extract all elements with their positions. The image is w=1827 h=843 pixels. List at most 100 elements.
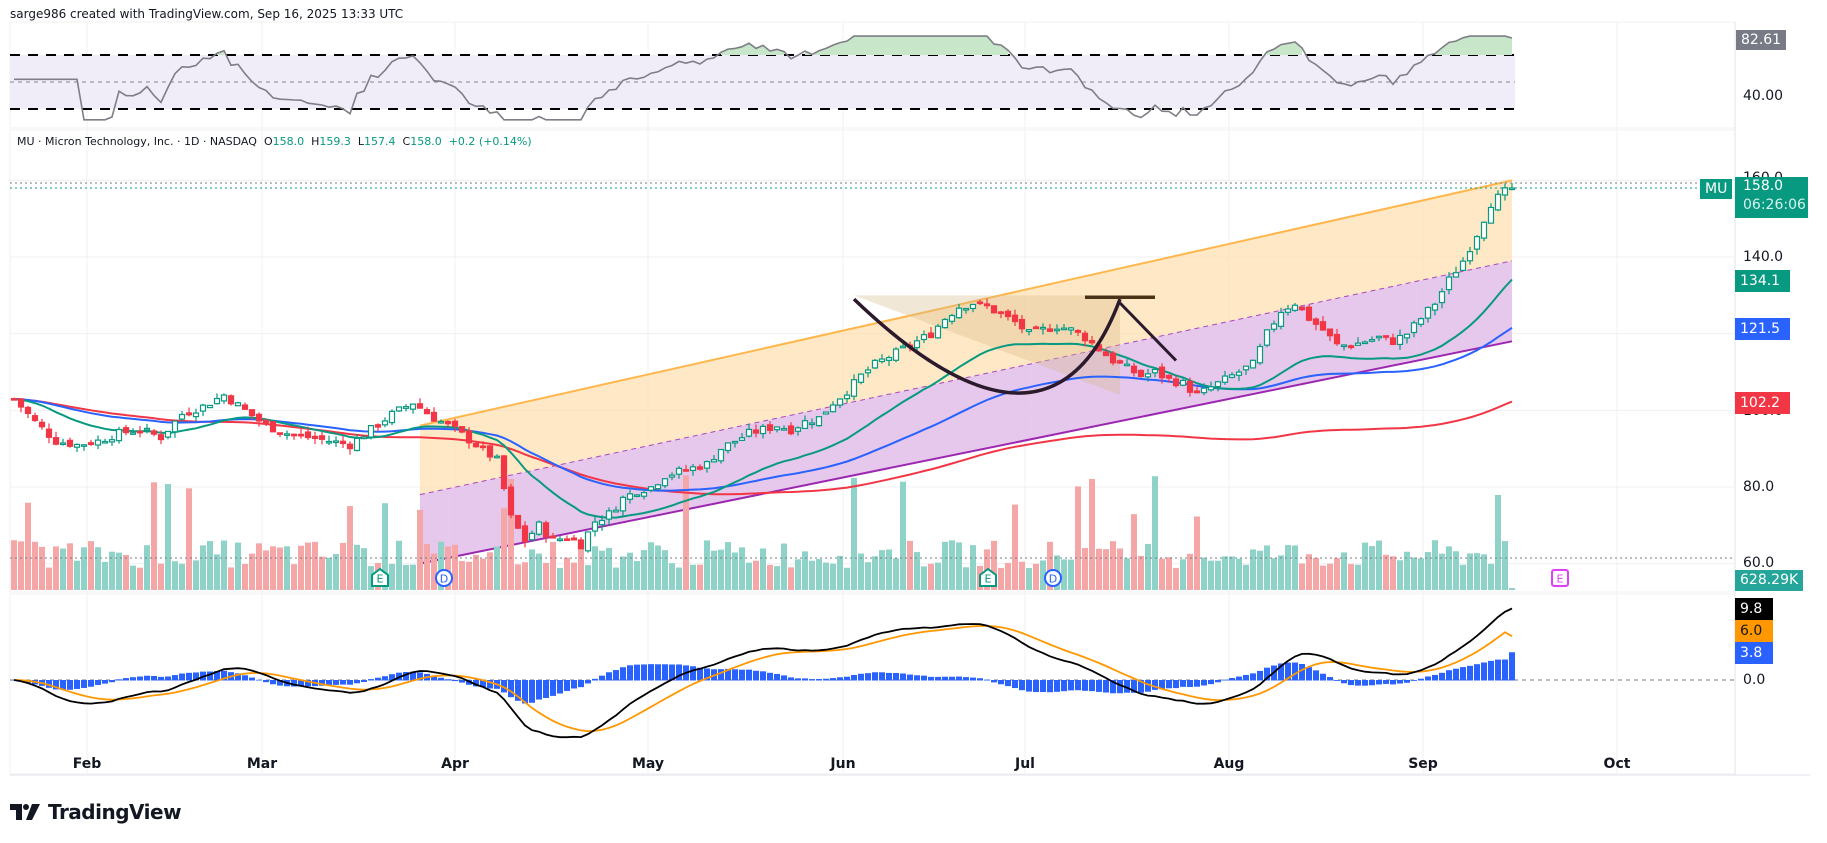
macd-histogram-bar xyxy=(431,676,437,681)
volume-bar xyxy=(1418,558,1424,590)
candle-body xyxy=(1249,359,1257,369)
event-marker-label: E xyxy=(377,573,384,586)
volume-bar xyxy=(389,563,395,590)
symbol-legend[interactable]: MU · Micron Technology, Inc. · 1D · NASD… xyxy=(17,135,532,148)
macd-histogram-bar xyxy=(116,679,122,681)
volume-bar xyxy=(683,475,689,590)
macd-histogram-bar xyxy=(375,677,381,681)
volume-bar xyxy=(690,564,696,590)
volume-bar xyxy=(1369,546,1375,590)
macd-histogram-bar xyxy=(704,668,710,681)
candle-body xyxy=(339,440,347,445)
volume-bar xyxy=(1383,554,1389,590)
candle-body xyxy=(829,404,837,413)
candle-body xyxy=(1389,337,1397,345)
macd-histogram-bar xyxy=(655,664,661,681)
volume-bar xyxy=(830,563,836,590)
macd-histogram-bar xyxy=(1453,668,1459,681)
candle-body xyxy=(157,434,165,441)
price-tick-60: 60.0 xyxy=(1743,555,1775,571)
candle-body xyxy=(1046,328,1054,332)
macd-histogram-bar xyxy=(879,672,885,681)
volume-bar xyxy=(550,541,556,590)
macd-histogram-bar xyxy=(851,674,857,681)
candle-body xyxy=(1298,306,1306,311)
macd-histogram-bar xyxy=(613,670,619,681)
volume-bar xyxy=(95,547,101,590)
macd-histogram-bar xyxy=(1250,673,1256,681)
candle-body xyxy=(1116,360,1124,364)
volume-bar xyxy=(172,561,178,590)
candle-body xyxy=(227,395,235,405)
volume-bar xyxy=(32,541,38,590)
candle-body xyxy=(192,412,200,418)
candle-body xyxy=(24,406,32,414)
macd-histogram-bar xyxy=(1341,680,1347,684)
volume-bar xyxy=(438,541,444,590)
macd-histogram-bar xyxy=(1383,680,1389,684)
candle-body xyxy=(276,432,284,435)
volume-bar xyxy=(732,552,738,590)
candle-body xyxy=(717,448,725,462)
month-mar: Mar xyxy=(246,756,278,772)
volume-bar xyxy=(998,567,1004,590)
volume-bar xyxy=(858,553,864,590)
volume-bar xyxy=(1341,552,1347,590)
volume-bar xyxy=(1285,545,1291,590)
macd-histogram-bar xyxy=(1369,680,1375,686)
macd-histogram-bar xyxy=(865,673,871,681)
cup-and-handle-drawing[interactable] xyxy=(852,295,1178,395)
macd-histogram-bar xyxy=(998,680,1004,685)
candle-body xyxy=(1123,363,1131,367)
volume-bar xyxy=(81,547,87,590)
macd-histogram-bar xyxy=(403,672,409,681)
macd-histogram-bar xyxy=(1180,680,1186,687)
volume-bar xyxy=(1138,555,1144,590)
macd-histogram-bar xyxy=(900,673,906,681)
candle-body xyxy=(479,445,487,449)
macd-histogram-bar xyxy=(1292,662,1298,681)
volume-bar xyxy=(200,545,206,590)
candle-body xyxy=(1354,342,1362,346)
volume-bar xyxy=(669,563,675,590)
volume-bar xyxy=(914,552,920,590)
volume-bar xyxy=(1502,541,1508,590)
candle-body xyxy=(990,305,998,314)
candle-body xyxy=(1102,351,1110,357)
candle-body xyxy=(948,314,956,322)
candle-body xyxy=(122,427,130,434)
candle-body xyxy=(689,466,697,471)
macd-histogram-bar xyxy=(795,678,801,681)
macd-histogram-bar xyxy=(921,675,927,681)
candle-body xyxy=(913,340,921,349)
volume-bar xyxy=(1068,559,1074,590)
candle-body xyxy=(1340,344,1348,348)
candle-body xyxy=(612,509,620,513)
macd-badge: 9.8 xyxy=(1735,598,1773,620)
volume-bar xyxy=(1124,558,1130,590)
dividend-marker-icon xyxy=(435,569,453,587)
volume-bar xyxy=(774,566,780,590)
macd-histogram-bar xyxy=(1306,667,1312,681)
volume-bar xyxy=(676,567,682,590)
macd-histogram-bar xyxy=(550,680,556,696)
rsi-overbought-fill xyxy=(1267,42,1302,55)
legend-open-label: O xyxy=(263,135,273,148)
month-jun: Jun xyxy=(830,756,856,772)
volume-bar xyxy=(907,540,913,590)
macd-histogram-bar xyxy=(1327,677,1333,681)
candle-body xyxy=(164,430,172,438)
candle-body xyxy=(1326,328,1334,337)
candle-body xyxy=(311,435,319,440)
volume-bar xyxy=(697,564,703,590)
tradingview-logo[interactable]: TradingView xyxy=(10,800,182,824)
candle-body xyxy=(1424,306,1432,319)
candle-body xyxy=(1263,329,1271,346)
candle-body xyxy=(801,420,809,429)
volume-bar xyxy=(130,565,136,590)
volume-bar xyxy=(1425,552,1431,590)
candle-body xyxy=(836,398,844,406)
volume-bar xyxy=(25,502,31,590)
